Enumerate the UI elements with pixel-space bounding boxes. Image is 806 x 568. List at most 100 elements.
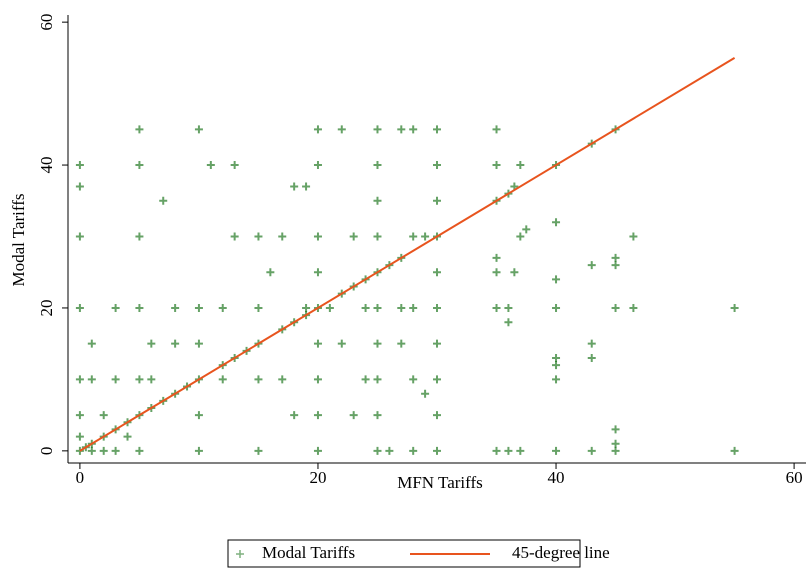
point [611, 253, 620, 262]
legend-label: 45-degree line [512, 543, 610, 562]
point [397, 125, 406, 134]
point [171, 339, 180, 348]
point [254, 446, 263, 455]
point [552, 361, 561, 370]
point [361, 303, 370, 312]
point [552, 303, 561, 312]
point [611, 446, 620, 455]
point [611, 439, 620, 448]
point [278, 375, 287, 384]
point [552, 446, 561, 455]
point [492, 253, 501, 262]
point [373, 375, 382, 384]
y-tick-label: 40 [37, 157, 56, 174]
point [409, 125, 418, 134]
point [611, 425, 620, 434]
point [313, 446, 322, 455]
point [230, 161, 239, 170]
point [171, 303, 180, 312]
point [552, 218, 561, 227]
y-tick-label: 20 [37, 299, 56, 316]
point [313, 125, 322, 134]
point [433, 411, 441, 420]
point [552, 353, 561, 362]
point [325, 303, 334, 312]
point [504, 446, 513, 455]
point [194, 446, 203, 455]
point [504, 303, 513, 312]
point [385, 446, 394, 455]
point [99, 446, 108, 455]
point [730, 446, 739, 455]
point [302, 303, 311, 312]
point [730, 303, 739, 312]
point [492, 446, 501, 455]
point [254, 232, 263, 241]
point [587, 353, 596, 362]
point [373, 411, 382, 420]
point [349, 411, 358, 420]
point [147, 375, 156, 384]
point [147, 339, 156, 348]
point [254, 303, 263, 312]
point [194, 303, 203, 312]
point [87, 375, 96, 384]
point [373, 303, 382, 312]
point [373, 125, 382, 134]
point [290, 411, 299, 420]
point [433, 161, 441, 170]
legend-box [227, 539, 581, 568]
point [409, 446, 418, 455]
point [135, 232, 144, 241]
x-tick-label: 20 [309, 468, 326, 487]
point [433, 339, 441, 348]
point [522, 225, 531, 234]
point [75, 375, 84, 384]
point [254, 375, 263, 384]
point [75, 161, 84, 170]
x-tick-label: 40 [548, 468, 565, 487]
point [313, 339, 322, 348]
y-axis-title: Modal Tariffs [9, 193, 28, 286]
point [433, 196, 441, 205]
point [75, 432, 84, 441]
point [135, 161, 144, 170]
point [397, 339, 406, 348]
y-tick-label: 60 [37, 14, 56, 31]
point [397, 303, 406, 312]
point [218, 303, 227, 312]
x-tick-label: 60 [786, 468, 803, 487]
point [409, 375, 418, 384]
point [373, 339, 382, 348]
point [433, 375, 441, 384]
x-axis-title: MFN Tariffs [397, 473, 483, 492]
point [629, 232, 638, 241]
point [409, 232, 418, 241]
x-tick-label: 0 [76, 468, 85, 487]
legend-label: Modal Tariffs [262, 543, 355, 562]
point [587, 261, 596, 270]
point [492, 268, 501, 277]
point [409, 303, 418, 312]
point [194, 411, 203, 420]
point [349, 232, 358, 241]
point [135, 446, 144, 455]
point [194, 339, 203, 348]
point [75, 232, 84, 241]
point [278, 232, 287, 241]
point [123, 432, 132, 441]
point [492, 161, 501, 170]
point [587, 339, 596, 348]
point [552, 275, 561, 284]
point [433, 125, 441, 134]
point [516, 232, 525, 241]
point [313, 232, 322, 241]
point [75, 411, 84, 420]
point [337, 125, 346, 134]
point [629, 303, 638, 312]
point [75, 303, 84, 312]
legend-marker [236, 550, 244, 558]
point [218, 375, 227, 384]
point [159, 196, 168, 205]
